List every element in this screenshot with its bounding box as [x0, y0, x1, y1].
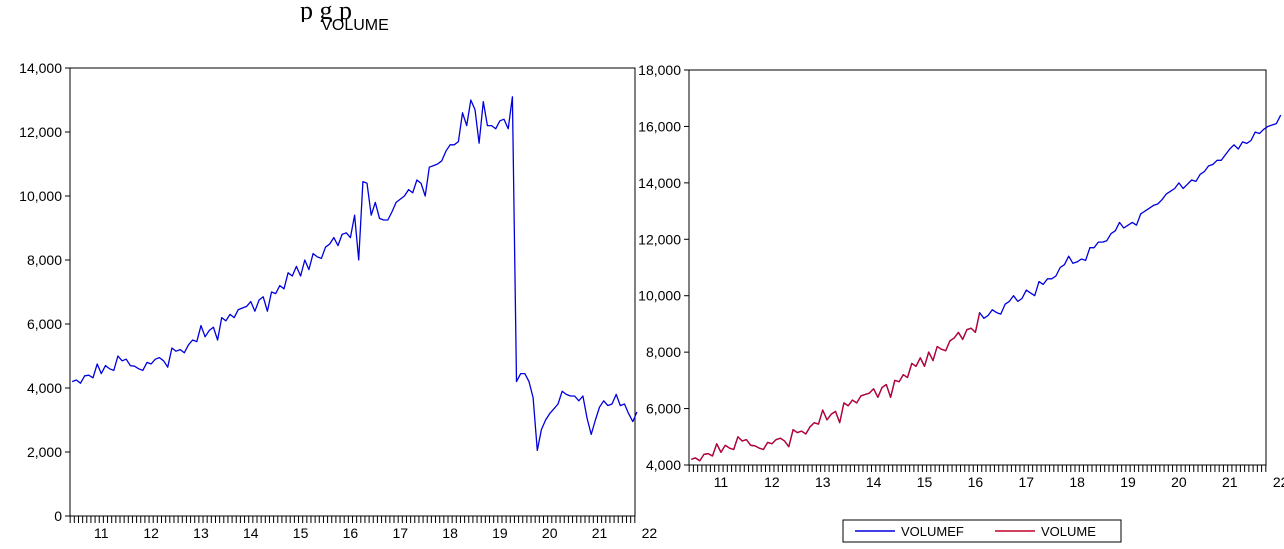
- right-x-tick-label: 12: [764, 474, 780, 490]
- left-y-tick-label: 12,000: [19, 124, 62, 140]
- right-x-tick-label: 17: [1018, 474, 1034, 490]
- right-x-tick-label: 16: [968, 474, 984, 490]
- left-x-tick-label: 15: [293, 525, 309, 541]
- left-x-tick-label: 21: [592, 525, 608, 541]
- right-x-tick-label: 21: [1222, 474, 1238, 490]
- left-plot-frame: [69, 67, 636, 517]
- right-x-tick-label: 22: [1273, 474, 1284, 490]
- page-caption-fragment: p g p: [300, 0, 352, 22]
- left-x-tick-label: 12: [143, 525, 159, 541]
- right-x-tick-label: 15: [917, 474, 933, 490]
- legend-label-volume: VOLUME: [1041, 524, 1096, 539]
- left-y-tick-label: 6,000: [27, 316, 62, 332]
- left-y-tick-label: 0: [54, 508, 62, 524]
- right-y-tick-label: 10,000: [638, 288, 681, 304]
- right-x-tick-label: 14: [866, 474, 882, 490]
- left-x-tick-label: 20: [542, 525, 558, 541]
- left-chart-title: VOLUME: [321, 17, 389, 34]
- right-chart: 4,000 6,000 8,000 10,000 12,000 14,000 16,000 1…: [638, 62, 1284, 543]
- legend-box: [842, 519, 1122, 543]
- left-x-tick-label: 16: [343, 525, 359, 541]
- right-y-tick-label: 6,000: [646, 401, 681, 417]
- right-x-tick-label: 19: [1120, 474, 1136, 490]
- right-x-tick-label: 18: [1069, 474, 1085, 490]
- right-y-tick-label: 18,000: [638, 62, 681, 78]
- right-x-tick-label: 11: [714, 474, 729, 490]
- left-series-volume: [71, 96, 638, 452]
- left-y-tick-label: 4,000: [27, 380, 62, 396]
- left-y-tick-label: 10,000: [19, 188, 62, 204]
- right-y-tick-label: 16,000: [638, 118, 681, 134]
- left-y-tick-label: 14,000: [19, 60, 62, 76]
- right-y-tick-label: 4,000: [646, 457, 681, 473]
- left-x-tick-label: 13: [193, 525, 209, 541]
- left-chart: 0 2,000 4,000 6,000 8,000 10,000 12,000 14,000 1…: [19, 60, 657, 541]
- left-x-tick-label: 11: [94, 525, 109, 541]
- right-series-volume: [691, 312, 981, 462]
- left-y-tick-label: 2,000: [27, 444, 62, 460]
- left-x-tick-label: 22: [642, 525, 658, 541]
- right-y-tick-label: 14,000: [638, 175, 681, 191]
- right-plot-frame: [688, 69, 1267, 466]
- right-x-tick-label: 13: [815, 474, 831, 490]
- right-x-tick-label: 20: [1171, 474, 1187, 490]
- right-y-tick-label: 12,000: [638, 231, 681, 247]
- right-y-tick-label: 8,000: [646, 344, 681, 360]
- left-x-tick-label: 19: [492, 525, 508, 541]
- left-x-tick-label: 17: [392, 525, 408, 541]
- legend-label-volumef: VOLUMEF: [901, 524, 964, 539]
- right-series-volumef: [691, 114, 1282, 462]
- left-x-tick-label: 18: [442, 525, 458, 541]
- left-y-tick-label: 8,000: [27, 252, 62, 268]
- left-x-tick-label: 14: [243, 525, 259, 541]
